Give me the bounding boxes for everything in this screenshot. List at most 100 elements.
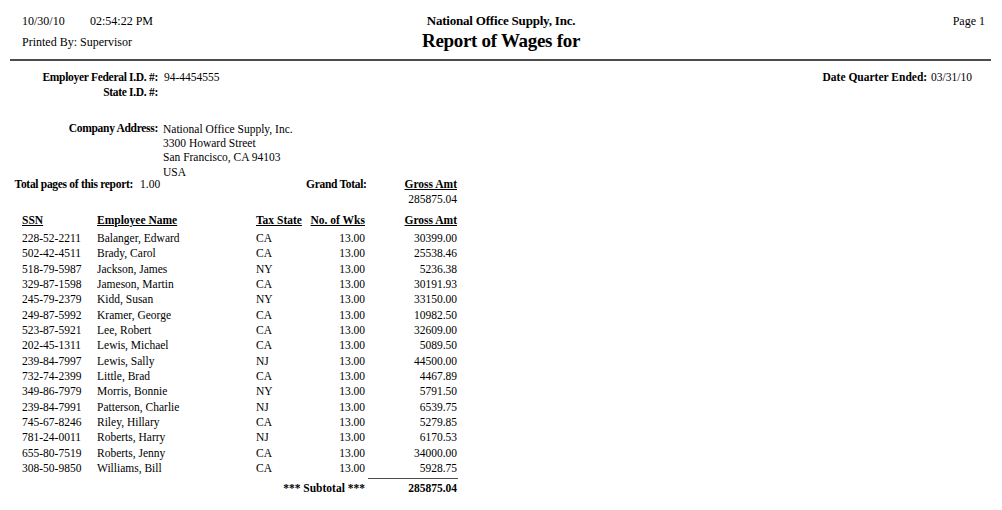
- cell-ssn: 228-52-2211: [22, 231, 97, 246]
- cell-employee-name: Roberts, Harry: [97, 430, 256, 445]
- header-gross-amt: Gross Amt: [365, 213, 457, 231]
- cell-ssn: 655-80-7519: [22, 446, 97, 461]
- employer-fed-id-label: Employer Federal I.D. #:: [0, 71, 158, 83]
- cell-ssn: 781-24-0011: [22, 430, 97, 445]
- cell-ssn: 502-42-4511: [22, 246, 97, 261]
- print-date: 10/30/10: [22, 14, 65, 29]
- cell-employee-name: Balanger, Edward: [97, 231, 256, 246]
- cell-gross-amt: 32609.00: [365, 323, 457, 338]
- cell-gross-amt: 30399.00: [365, 231, 457, 246]
- cell-no-of-wks: 13.00: [309, 277, 365, 292]
- grand-total-label: Grand Total:: [306, 178, 367, 190]
- cell-employee-name: Jackson, James: [97, 262, 256, 277]
- cell-employee-name: Morris, Bonnie: [97, 384, 256, 399]
- cell-tax-state: CA: [256, 323, 309, 338]
- cell-gross-amt: 6170.53: [365, 430, 457, 445]
- company-address-line: 3300 Howard Street: [163, 136, 293, 150]
- table-row: 202-45-1311 Lewis, Michael CA 13.00 5089…: [22, 338, 457, 353]
- cell-no-of-wks: 13.00: [309, 262, 365, 277]
- company-address-line: San Francisco, CA 94103: [163, 150, 293, 164]
- subtotal-rule: [368, 478, 458, 479]
- grand-total-column-header: Gross Amt: [380, 178, 457, 190]
- table-row: 245-79-2379 Kidd, Susan NY 13.00 33150.0…: [22, 292, 457, 307]
- cell-gross-amt: 10982.50: [365, 308, 457, 323]
- table-row: 228-52-2211 Balanger, Edward CA 13.00 30…: [22, 231, 457, 246]
- cell-gross-amt: 5279.85: [365, 415, 457, 430]
- cell-tax-state: NY: [256, 292, 309, 307]
- grand-total-value: 285875.04: [380, 193, 457, 205]
- cell-ssn: 518-79-5987: [22, 262, 97, 277]
- cell-gross-amt: 44500.00: [365, 354, 457, 369]
- header-tax-state: Tax State: [256, 213, 309, 231]
- table-row: 308-50-9850 Williams, Bill CA 13.00 5928…: [22, 461, 457, 476]
- table-row: 655-80-7519 Roberts, Jenny CA 13.00 3400…: [22, 446, 457, 461]
- cell-tax-state: NJ: [256, 400, 309, 415]
- report-page: 10/30/10 02:54:22 PM Printed By: Supervi…: [0, 0, 1002, 510]
- cell-tax-state: NJ: [256, 354, 309, 369]
- cell-employee-name: Williams, Bill: [97, 461, 256, 476]
- cell-gross-amt: 30191.93: [365, 277, 457, 292]
- cell-ssn: 745-67-8246: [22, 415, 97, 430]
- cell-tax-state: CA: [256, 338, 309, 353]
- table-row: 745-67-8246 Riley, Hillary CA 13.00 5279…: [22, 415, 457, 430]
- table-row: 349-86-7979 Morris, Bonnie NY 13.00 5791…: [22, 384, 457, 399]
- table-row: 239-84-7997 Lewis, Sally NJ 13.00 44500.…: [22, 354, 457, 369]
- cell-gross-amt: 5089.50: [365, 338, 457, 353]
- cell-tax-state: NJ: [256, 430, 309, 445]
- cell-gross-amt: 5928.75: [365, 461, 457, 476]
- table-row: 781-24-0011 Roberts, Harry NJ 13.00 6170…: [22, 430, 457, 445]
- cell-ssn: 239-84-7991: [22, 400, 97, 415]
- cell-ssn: 202-45-1311: [22, 338, 97, 353]
- cell-no-of-wks: 13.00: [309, 231, 365, 246]
- header-divider: [10, 59, 991, 61]
- cell-employee-name: Kramer, George: [97, 308, 256, 323]
- table-row: 732-74-2399 Little, Brad CA 13.00 4467.8…: [22, 369, 457, 384]
- cell-no-of-wks: 13.00: [309, 446, 365, 461]
- cell-employee-name: Lewis, Sally: [97, 354, 256, 369]
- employer-fed-id-value: 94-4454555: [164, 71, 220, 83]
- cell-tax-state: NY: [256, 262, 309, 277]
- cell-gross-amt: 4467.89: [365, 369, 457, 384]
- report-title: Report of Wages for: [422, 30, 580, 52]
- cell-ssn: 249-87-5992: [22, 308, 97, 323]
- table-row: 239-84-7991 Patterson, Charlie NJ 13.00 …: [22, 400, 457, 415]
- date-quarter-ended: Date Quarter Ended:03/31/10: [780, 71, 972, 83]
- cell-no-of-wks: 13.00: [309, 400, 365, 415]
- table-row: 249-87-5992 Kramer, George CA 13.00 1098…: [22, 308, 457, 323]
- cell-ssn: 329-87-1598: [22, 277, 97, 292]
- table-row: 329-87-1598 Jameson, Martin CA 13.00 301…: [22, 277, 457, 292]
- cell-gross-amt: 5236.38: [365, 262, 457, 277]
- cell-no-of-wks: 13.00: [309, 323, 365, 338]
- cell-employee-name: Jameson, Martin: [97, 277, 256, 292]
- cell-no-of-wks: 13.00: [309, 308, 365, 323]
- cell-tax-state: CA: [256, 369, 309, 384]
- subtotal-label: *** Subtotal ***: [265, 482, 365, 494]
- date-quarter-ended-value: 03/31/10: [931, 71, 972, 83]
- cell-no-of-wks: 13.00: [309, 292, 365, 307]
- cell-no-of-wks: 13.00: [309, 461, 365, 476]
- cell-employee-name: Little, Brad: [97, 369, 256, 384]
- cell-no-of-wks: 13.00: [309, 415, 365, 430]
- grand-total-column-label: Gross Amt: [405, 178, 458, 190]
- cell-gross-amt: 34000.00: [365, 446, 457, 461]
- cell-ssn: 239-84-7997: [22, 354, 97, 369]
- table-row: 523-87-5921 Lee, Robert CA 13.00 32609.0…: [22, 323, 457, 338]
- cell-tax-state: CA: [256, 461, 309, 476]
- company-name-header: National Office Supply, Inc.: [427, 13, 576, 29]
- company-address-label: Company Address:: [0, 122, 158, 134]
- cell-employee-name: Patterson, Charlie: [97, 400, 256, 415]
- cell-tax-state: CA: [256, 308, 309, 323]
- cell-tax-state: CA: [256, 415, 309, 430]
- cell-employee-name: Lee, Robert: [97, 323, 256, 338]
- cell-no-of-wks: 13.00: [309, 430, 365, 445]
- company-address-line: National Office Supply, Inc.: [163, 122, 293, 136]
- print-time: 02:54:22 PM: [90, 14, 153, 29]
- printed-by: Printed By: Supervisor: [22, 35, 132, 50]
- date-quarter-ended-label: Date Quarter Ended:: [823, 71, 928, 83]
- cell-no-of-wks: 13.00: [309, 246, 365, 261]
- header-ssn: SSN: [22, 213, 97, 231]
- cell-no-of-wks: 13.00: [309, 369, 365, 384]
- cell-ssn: 732-74-2399: [22, 369, 97, 384]
- wage-table-rows: 228-52-2211 Balanger, Edward CA 13.00 30…: [22, 231, 457, 477]
- cell-employee-name: Brady, Carol: [97, 246, 256, 261]
